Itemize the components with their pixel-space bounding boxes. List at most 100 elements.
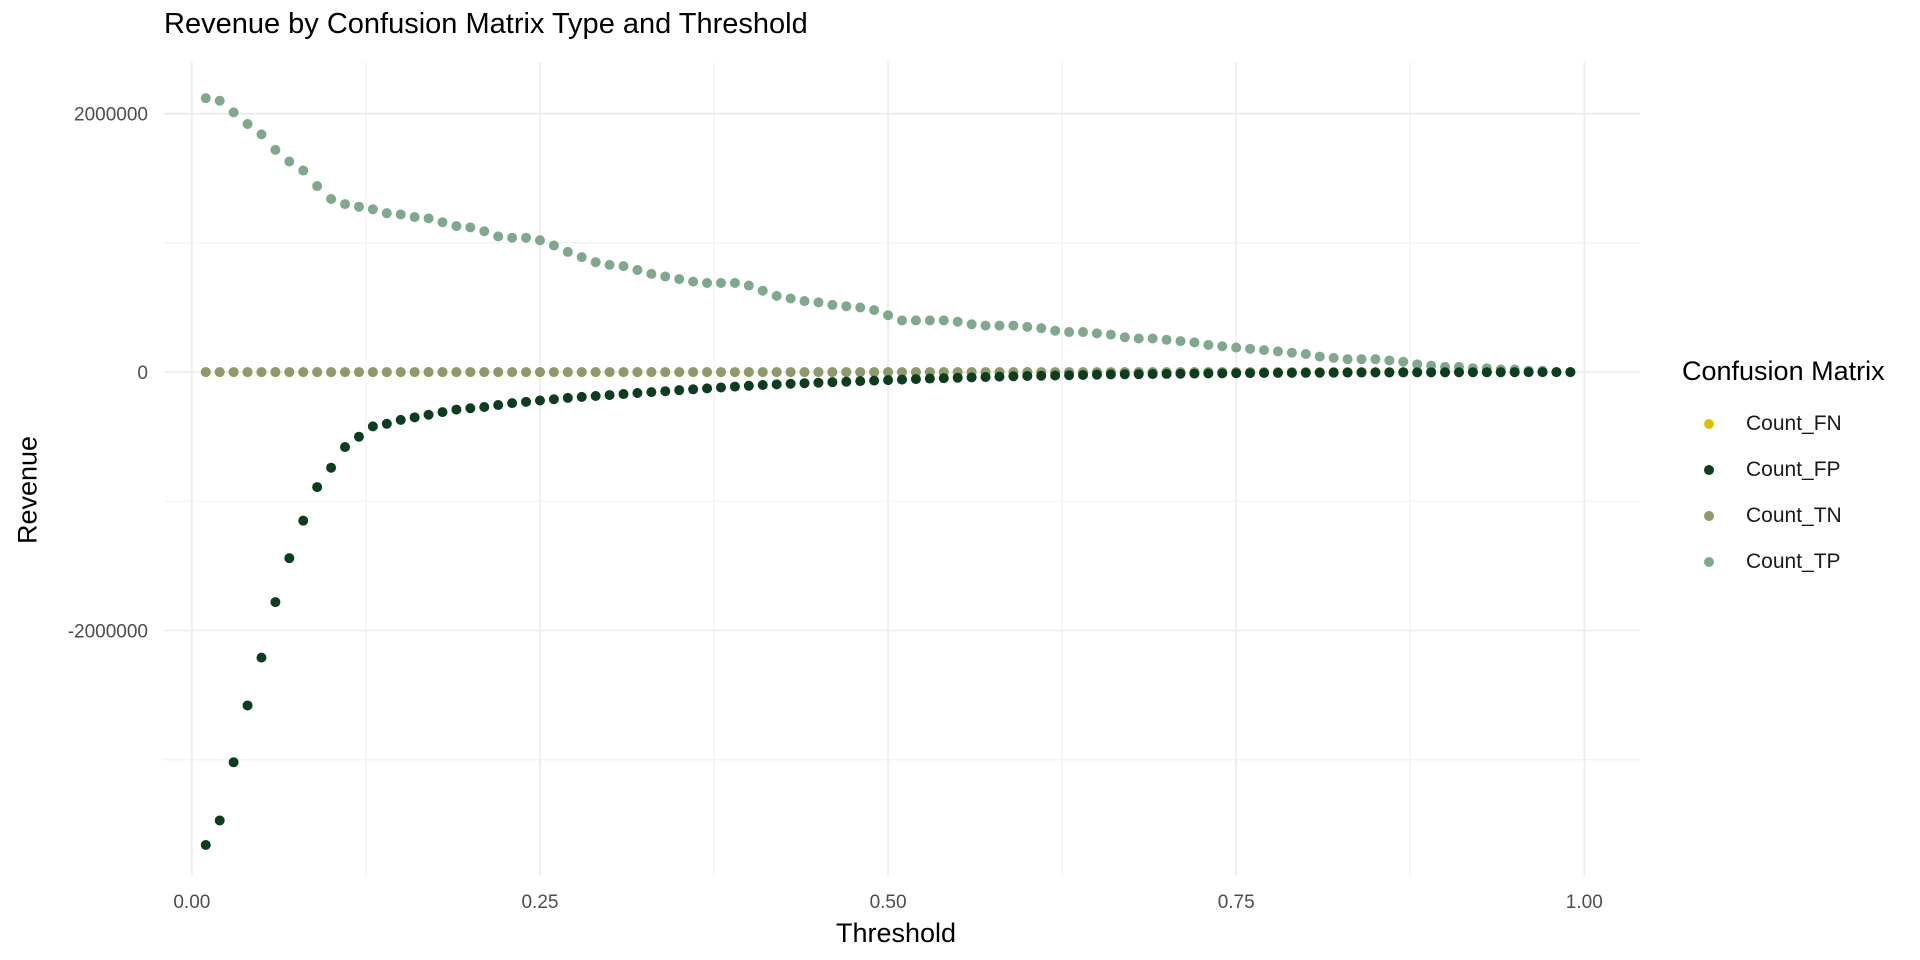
- point-count-fp: [1328, 367, 1339, 378]
- legend-item-count-tn: Count_TN: [1682, 493, 1885, 539]
- point-count-fp: [1467, 367, 1478, 378]
- point-count-fp: [1008, 371, 1019, 382]
- point-count-tp: [1286, 347, 1297, 358]
- y-axis-label: Revenue: [12, 435, 43, 545]
- point-count-tp: [897, 315, 907, 326]
- legend-label-count-tp: Count_TP: [1746, 550, 1841, 573]
- point-count-fp: [451, 404, 462, 415]
- point-count-tp: [326, 193, 337, 204]
- point-count-tp: [883, 310, 894, 321]
- point-count-fp: [256, 652, 267, 663]
- point-count-fp: [869, 375, 880, 386]
- point-count-fp: [1259, 367, 1270, 378]
- point-count-tp: [604, 259, 615, 270]
- point-count-fp: [1231, 368, 1242, 379]
- point-count-fp: [437, 407, 448, 418]
- point-count-fp: [409, 412, 420, 423]
- point-count-tp: [757, 285, 768, 296]
- point-count-fp: [660, 386, 671, 397]
- point-count-fp: [897, 374, 907, 385]
- point-count-tp: [1161, 334, 1172, 345]
- point-count-fp: [785, 378, 796, 389]
- point-count-fp: [1078, 369, 1089, 380]
- x-tick-label: 0.25: [521, 892, 558, 913]
- point-count-fp: [799, 378, 810, 389]
- point-count-fp: [1551, 367, 1562, 378]
- point-count-fp: [479, 401, 490, 412]
- point-count-tp: [841, 301, 852, 312]
- point-count-fp: [423, 409, 434, 420]
- legend-swatch-count-tp: [1704, 557, 1714, 567]
- point-count-tp: [952, 316, 963, 327]
- point-count-tn: [409, 367, 420, 378]
- point-count-tp: [785, 293, 796, 304]
- point-count-fp: [1565, 367, 1576, 378]
- point-count-tn: [298, 367, 309, 378]
- point-count-tn: [855, 367, 866, 378]
- point-count-tp: [1175, 336, 1186, 347]
- point-count-tp: [799, 296, 810, 307]
- point-count-tp: [548, 240, 559, 251]
- point-count-fp: [1203, 368, 1214, 379]
- point-count-tn: [521, 367, 532, 378]
- point-count-tp: [743, 280, 754, 291]
- point-count-tn: [534, 367, 545, 378]
- point-count-tp: [674, 274, 685, 285]
- point-count-fp: [1064, 370, 1075, 381]
- point-count-tp: [729, 277, 740, 288]
- point-count-fp: [715, 382, 726, 393]
- point-count-tn: [785, 367, 796, 378]
- point-count-fp: [1147, 369, 1158, 380]
- point-count-tn: [284, 367, 295, 378]
- point-count-tp: [214, 95, 225, 106]
- point-count-tp: [1328, 352, 1339, 363]
- point-count-tp: [632, 265, 643, 276]
- point-count-fp: [1272, 367, 1283, 378]
- point-count-tn: [326, 367, 337, 378]
- point-count-tn: [548, 367, 559, 378]
- point-count-tp: [646, 268, 657, 279]
- point-count-fp: [1119, 369, 1130, 380]
- point-count-fp: [1245, 368, 1256, 379]
- point-count-fp: [1314, 367, 1325, 378]
- point-count-fp: [270, 597, 281, 608]
- point-count-tp: [590, 257, 601, 268]
- point-count-fp: [771, 379, 782, 390]
- legend: Confusion Matrix Count_FN Count_FP Count…: [1682, 356, 1885, 585]
- point-count-tp: [910, 315, 921, 326]
- point-count-fp: [507, 398, 518, 409]
- point-count-fp: [1036, 370, 1047, 381]
- point-count-fp: [1440, 367, 1451, 378]
- point-count-fp: [1217, 368, 1228, 379]
- point-count-tn: [395, 367, 406, 378]
- legend-item-count-fn: Count_FN: [1682, 401, 1885, 447]
- chart-title: Revenue by Confusion Matrix Type and Thr…: [164, 8, 808, 40]
- point-count-tp: [869, 305, 880, 316]
- point-count-tn: [813, 367, 824, 378]
- point-count-tn: [381, 367, 392, 378]
- point-count-tp: [1091, 328, 1102, 339]
- point-count-tn: [702, 367, 713, 378]
- point-count-fp: [632, 388, 643, 399]
- point-count-tp: [1300, 349, 1311, 360]
- point-count-tp: [451, 221, 462, 232]
- point-count-tp: [242, 119, 253, 130]
- point-count-tp: [465, 222, 476, 233]
- point-count-fp: [228, 757, 239, 768]
- point-count-tp: [353, 201, 364, 212]
- point-count-tp: [980, 320, 991, 331]
- point-count-tp: [1064, 327, 1075, 338]
- point-count-tp: [702, 277, 713, 288]
- point-count-fp: [757, 380, 768, 391]
- point-count-tp: [312, 181, 323, 192]
- legend-label-count-tn: Count_TN: [1746, 504, 1842, 527]
- y-tick-label: -2000000: [68, 622, 148, 643]
- point-count-fp: [340, 442, 351, 453]
- point-count-fp: [827, 377, 838, 388]
- y-tick-label: 0: [137, 363, 148, 384]
- point-count-fp: [242, 700, 253, 711]
- legend-item-count-fp: Count_FP: [1682, 447, 1885, 493]
- point-count-tn: [214, 367, 225, 378]
- point-count-tp: [270, 144, 281, 155]
- point-count-tn: [367, 367, 378, 378]
